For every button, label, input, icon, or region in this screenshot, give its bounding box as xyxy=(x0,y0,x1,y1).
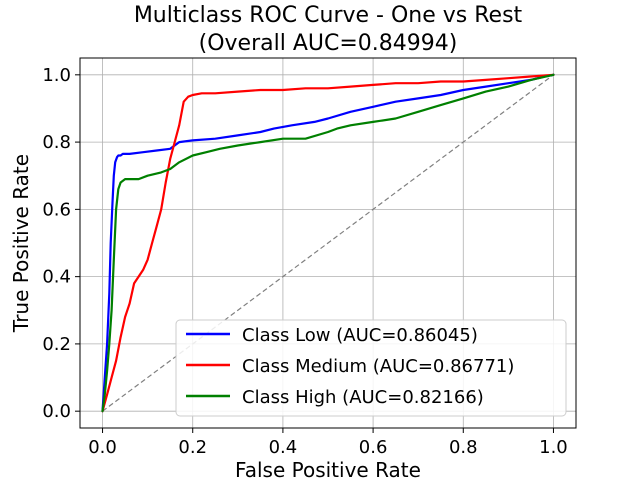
x-tick-label: 0.0 xyxy=(88,437,117,458)
legend-label: Class Medium (AUC=0.86771) xyxy=(242,356,514,377)
roc-curve-1 xyxy=(101,73,555,413)
x-tick-label: 0.8 xyxy=(449,437,478,458)
roc-curve-2 xyxy=(101,73,555,413)
y-axis-label: True Positive Rate xyxy=(9,154,33,333)
legend-label: Class High (AUC=0.82166) xyxy=(242,387,484,408)
legend-label: Class Low (AUC=0.86045) xyxy=(242,325,478,346)
y-tick-label: 0.4 xyxy=(42,267,71,288)
series-group xyxy=(101,73,555,413)
roc-curve-3 xyxy=(101,73,555,413)
chance-line-group xyxy=(102,74,554,412)
x-tick-label: 1.0 xyxy=(539,437,568,458)
y-tick-label: 0.0 xyxy=(42,401,71,422)
chance-line xyxy=(102,74,554,412)
y-tick-label: 0.2 xyxy=(42,334,71,355)
plot-frame xyxy=(79,57,577,429)
chart-title: Multiclass ROC Curve - One vs Rest xyxy=(134,3,523,28)
y-axis-ticks: 0.0 0.2 0.4 0.6 0.8 1.0 xyxy=(42,65,80,422)
y-tick-label: 0.8 xyxy=(42,132,71,153)
x-tick-label: 0.4 xyxy=(269,437,298,458)
x-axis-ticks: 0.0 0.2 0.4 0.6 0.8 1.0 xyxy=(88,428,568,458)
chart-subtitle: (Overall AUC=0.84994) xyxy=(199,31,458,56)
legend: Class Low (AUC=0.86045) Class Medium (AUC… xyxy=(175,319,567,417)
x-tick-label: 0.6 xyxy=(359,437,388,458)
x-axis-label: False Positive Rate xyxy=(235,458,421,480)
grid xyxy=(80,58,576,428)
y-tick-label: 1.0 xyxy=(42,65,71,86)
x-tick-label: 0.2 xyxy=(178,437,207,458)
legend-box xyxy=(175,319,567,417)
y-tick-label: 0.6 xyxy=(42,199,71,220)
